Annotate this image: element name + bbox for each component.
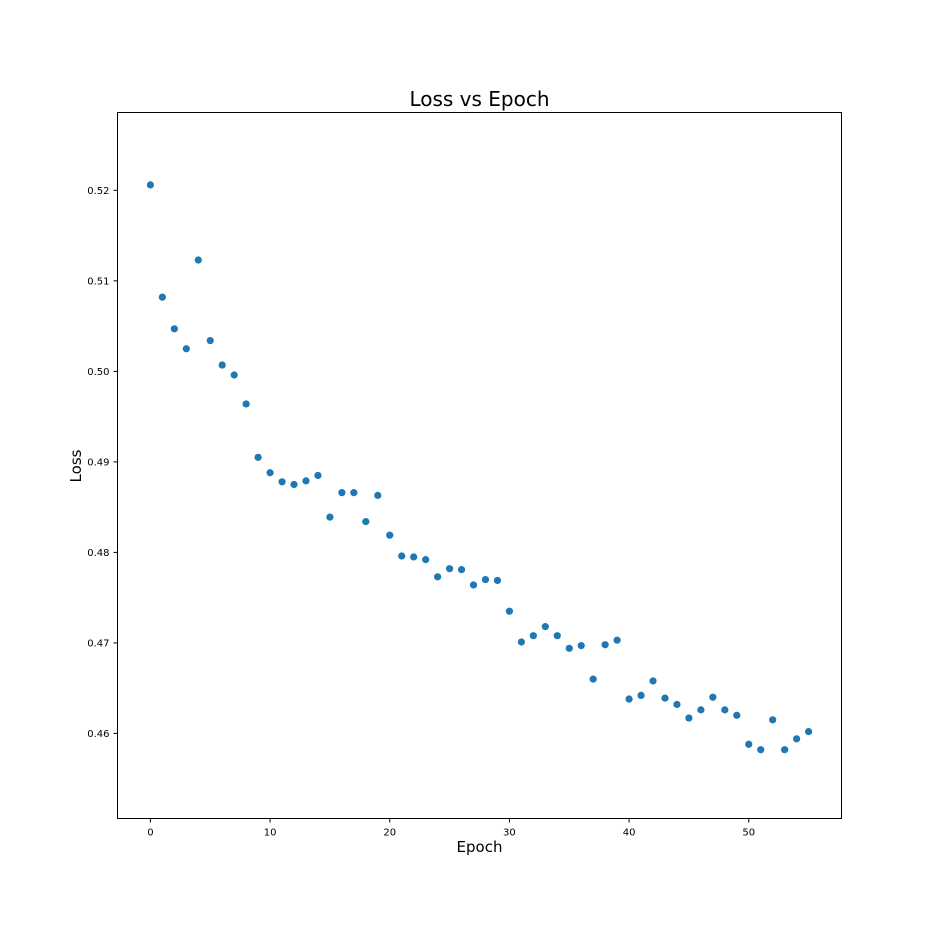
data-point <box>314 471 322 480</box>
data-point <box>350 489 358 497</box>
data-point <box>697 706 705 714</box>
data-point <box>434 573 442 581</box>
data-point <box>529 632 537 640</box>
data-point <box>278 478 286 486</box>
y-axis-label: Loss <box>67 449 85 482</box>
data-point <box>721 706 729 714</box>
data-point <box>158 293 166 301</box>
data-point <box>565 644 573 652</box>
data-point <box>553 632 561 640</box>
data-point <box>266 469 274 477</box>
data-point <box>194 256 202 264</box>
x-tick-label: 50 <box>742 828 755 839</box>
data-point <box>338 489 346 497</box>
x-tick-label: 0 <box>147 828 153 839</box>
data-point <box>362 518 370 526</box>
data-point <box>745 740 753 748</box>
y-tick-label: 0.49 <box>87 457 109 468</box>
data-point <box>649 677 657 685</box>
data-point <box>218 361 226 369</box>
data-point <box>302 477 310 485</box>
data-point <box>517 638 525 646</box>
x-tick-label: 20 <box>383 828 396 839</box>
data-point <box>146 181 155 189</box>
data-point <box>206 336 214 345</box>
data-point <box>505 607 514 615</box>
y-axis: 0.46 0.47 0.48 0.49 0.50 0.51 0.52 <box>87 186 118 740</box>
data-point <box>733 711 741 719</box>
data-point <box>685 714 693 722</box>
plot-frame <box>117 112 842 819</box>
data-point <box>481 575 490 584</box>
data-point <box>386 531 394 539</box>
data-point <box>254 453 262 461</box>
data-point <box>589 675 597 683</box>
data-point <box>182 345 190 353</box>
data-point <box>781 746 789 754</box>
data-point <box>398 552 406 560</box>
data-point <box>469 581 478 589</box>
data-point <box>613 636 621 644</box>
y-tick-label: 0.46 <box>87 729 109 740</box>
x-axis: 0 10 20 30 40 50 <box>147 818 755 839</box>
data-point <box>374 491 382 499</box>
data-point <box>242 400 250 408</box>
data-point <box>625 695 633 703</box>
data-point <box>410 553 418 561</box>
data-point <box>170 325 178 333</box>
data-point <box>493 576 502 585</box>
data-point <box>769 716 777 724</box>
data-point <box>541 623 549 631</box>
data-point <box>230 371 238 379</box>
data-point <box>457 565 466 574</box>
data-point <box>601 641 609 649</box>
data-point <box>793 735 801 743</box>
data-point <box>709 693 717 701</box>
data-point <box>445 565 454 573</box>
data-point <box>637 691 645 700</box>
data-point <box>757 746 765 754</box>
data-point <box>577 642 585 650</box>
data-points <box>146 181 813 754</box>
data-point <box>673 700 681 709</box>
x-axis-label: Epoch <box>457 838 503 856</box>
y-tick-label: 0.47 <box>87 638 109 649</box>
x-tick-label: 10 <box>264 828 277 839</box>
data-point <box>326 513 334 521</box>
y-tick-label: 0.52 <box>87 186 109 197</box>
chart-title: Loss vs Epoch <box>409 87 549 111</box>
x-tick-label: 40 <box>623 828 636 839</box>
data-point <box>290 480 298 489</box>
y-tick-label: 0.48 <box>87 548 109 559</box>
x-tick-label: 30 <box>503 828 516 839</box>
data-point <box>804 728 813 736</box>
data-point <box>661 694 669 702</box>
y-tick-label: 0.50 <box>87 367 109 378</box>
y-tick-label: 0.51 <box>87 276 109 287</box>
data-point <box>422 556 430 564</box>
